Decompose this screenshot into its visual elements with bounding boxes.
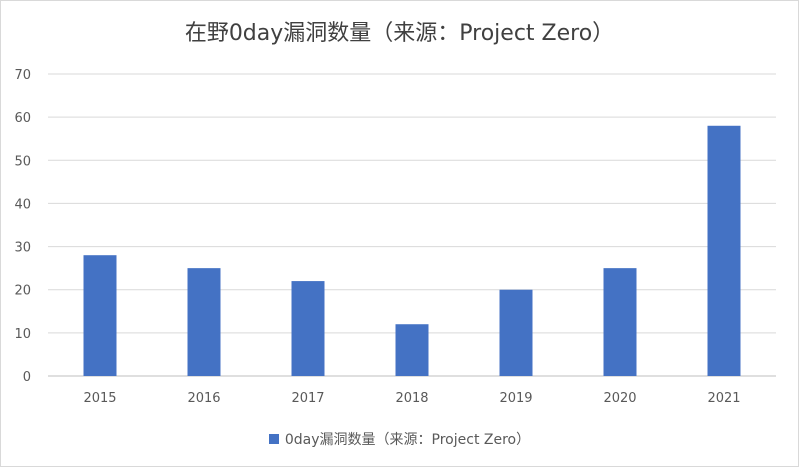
y-tick-label: 10 bbox=[14, 327, 31, 342]
bar bbox=[603, 268, 637, 376]
legend-label: 0day漏洞数量（来源：Project Zero） bbox=[284, 432, 531, 448]
bar bbox=[395, 324, 429, 376]
x-tick-label: 2018 bbox=[395, 391, 428, 406]
y-tick-label: 50 bbox=[14, 154, 31, 169]
legend-swatch bbox=[268, 434, 279, 444]
bar bbox=[83, 255, 117, 376]
x-tick-label: 2019 bbox=[499, 391, 532, 406]
x-tick-label: 2017 bbox=[291, 391, 324, 406]
x-tick-label: 2016 bbox=[187, 391, 220, 406]
bar bbox=[187, 268, 221, 376]
y-tick-label: 0 bbox=[23, 370, 31, 385]
chart-title: 在野0day漏洞数量（来源：Project Zero） bbox=[184, 21, 615, 46]
legend: 0day漏洞数量（来源：Project Zero） bbox=[1, 429, 798, 449]
bar bbox=[499, 289, 533, 376]
y-tick-label: 40 bbox=[14, 197, 31, 212]
x-tick-label: 2020 bbox=[603, 391, 636, 406]
x-tick-label: 2015 bbox=[83, 391, 116, 406]
x-tick-label: 2021 bbox=[707, 391, 740, 406]
bar bbox=[291, 281, 325, 376]
y-tick-label: 20 bbox=[14, 284, 31, 299]
y-tick-label: 60 bbox=[14, 111, 31, 126]
y-tick-label: 70 bbox=[14, 68, 31, 83]
y-tick-label: 30 bbox=[14, 241, 31, 256]
bar bbox=[707, 125, 741, 377]
